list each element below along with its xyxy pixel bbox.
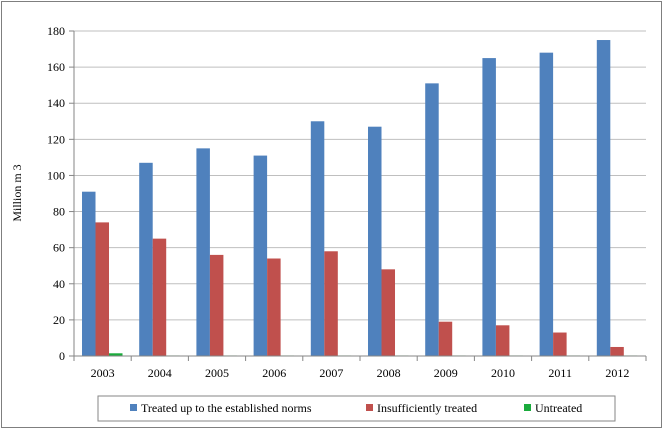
bar-treated-up-to-the-established-norms-2008	[368, 126, 382, 356]
x-tick-label: 2007	[319, 366, 343, 380]
x-tick-label: 2011	[548, 366, 572, 380]
bar-treated-up-to-the-established-norms-2007	[310, 121, 325, 357]
bar-treated-up-to-the-established-norms-2009	[425, 83, 439, 356]
x-tick-label: 2012	[605, 366, 629, 380]
x-tick-label: 2006	[262, 366, 286, 380]
x-tick-label: 2010	[491, 366, 515, 380]
x-tick-label: 2009	[434, 366, 458, 380]
x-tick-label: 2008	[377, 366, 401, 380]
bar-insufficiently-treated-2011	[553, 332, 567, 356]
y-tick-label: 20	[53, 313, 65, 327]
bar-insufficiently-treated-2009	[438, 321, 453, 356]
x-tick-labels: 2003 2004 2005 2006 2007 2008 2009 2010 2011 2012	[91, 366, 630, 380]
legend-entry: Untreated	[535, 401, 582, 415]
bar-insufficiently-treated-2005	[209, 254, 224, 356]
bar-treated-up-to-the-established-norms-2004	[139, 162, 153, 356]
bar-treated-up-to-the-established-norms-2012	[596, 40, 611, 357]
bar-treated-up-to-the-established-norms-2011	[539, 52, 554, 357]
bar-insufficiently-treated-2004	[152, 238, 167, 356]
legend-entry: Insufficiently treated	[377, 401, 477, 415]
bar-treated-up-to-the-established-norms-2003	[82, 191, 96, 356]
x-tick-label: 2004	[148, 366, 172, 380]
x-tick-label: 2005	[205, 366, 229, 380]
bar-treated-up-to-the-established-norms-2005	[196, 148, 210, 356]
bar-untreated-2003	[109, 353, 123, 356]
y-tick-labels: 0 20 40 60 80 100 120 140 160 180	[47, 24, 65, 363]
bar-insufficiently-treated-2008	[381, 269, 396, 356]
y-tick-label: 160	[47, 60, 65, 74]
y-tick-label: 80	[53, 205, 65, 219]
legend-swatch	[130, 404, 137, 411]
legend-swatch	[366, 404, 373, 411]
y-tick-label: 120	[47, 132, 65, 146]
y-tick-label: 180	[47, 24, 65, 38]
y-tick-label: 40	[53, 277, 65, 291]
bar-insufficiently-treated-2010	[495, 325, 510, 356]
bar-insufficiently-treated-2007	[324, 251, 338, 356]
y-tick-label: 60	[53, 241, 65, 255]
bar-insufficiently-treated-2012	[610, 346, 624, 356]
bar-insufficiently-treated-2003	[95, 222, 110, 356]
y-tick-label: 140	[47, 96, 65, 110]
legend-swatch	[524, 404, 531, 411]
x-tick-label: 2003	[91, 366, 115, 380]
bar-insufficiently-treated-2006	[267, 258, 281, 356]
axes	[69, 30, 647, 361]
bars	[82, 40, 638, 357]
y-axis-label: Million m 3	[10, 164, 24, 221]
bar-treated-up-to-the-established-norms-2006	[253, 155, 268, 356]
y-tick-label: 0	[59, 349, 65, 363]
y-tick-label: 100	[47, 168, 65, 182]
legend-entry: Treated up to the established norms	[141, 401, 312, 415]
legend: Treated up to the established norms Insuf…	[97, 395, 616, 422]
bar-treated-up-to-the-established-norms-2010	[482, 58, 496, 356]
